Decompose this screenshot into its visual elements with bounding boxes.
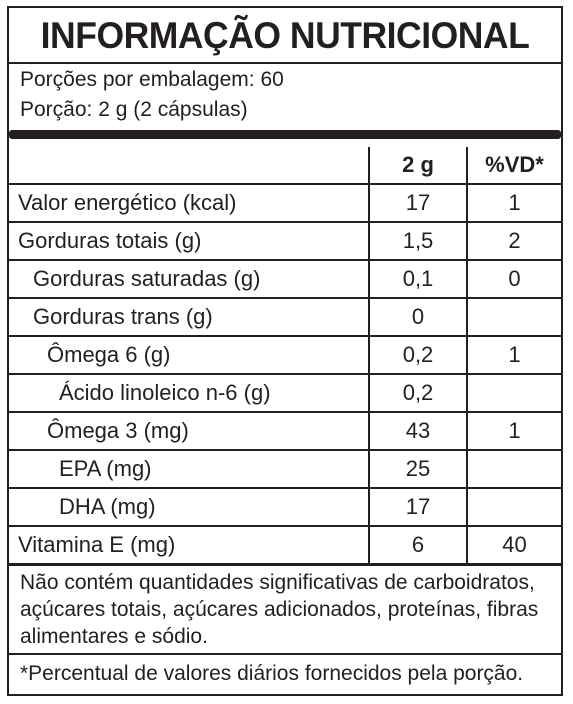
nutrient-amount: 0,2 (368, 374, 467, 413)
nutrient-name: Gorduras totais (g) (9, 222, 369, 261)
table-row: Ômega 3 (mg) 43 1 (9, 412, 561, 451)
nutrient-daily-value: 2 (466, 222, 561, 261)
nutrient-daily-value: 1 (466, 412, 561, 451)
nutrient-amount: 1,5 (368, 222, 467, 261)
nutrient-amount: 43 (368, 412, 467, 451)
nutrient-amount: 0,2 (368, 336, 467, 375)
nutrient-name: Vitamina E (mg) (9, 526, 369, 566)
label-title: INFORMAÇÃO NUTRICIONAL (40, 15, 530, 56)
table-header-row: 2 g %VD* (9, 147, 561, 185)
header-amount: 2 g (368, 147, 467, 185)
table-row: EPA (mg) 25 (9, 450, 561, 489)
nutrient-amount: 17 (368, 184, 467, 223)
nutrient-name: Gorduras saturadas (g) (9, 260, 369, 299)
nutrient-name: Ácido linoleico n-6 (g) (9, 374, 369, 413)
thick-divider (9, 130, 561, 139)
nutrient-daily-value (466, 488, 561, 527)
table-row: Ômega 6 (g) 0,2 1 (9, 336, 561, 375)
nutrient-name: DHA (mg) (9, 488, 369, 527)
serving-size: Porção: 2 g (2 cápsulas) (20, 98, 248, 121)
nutrient-amount: 6 (368, 526, 467, 566)
nutrient-amount: 25 (368, 450, 467, 489)
table-row: Vitamina E (mg) 6 40 (9, 526, 561, 566)
table-row: Ácido linoleico n-6 (g) 0,2 (9, 374, 561, 413)
daily-value-footnote: *Percentual de valores diários fornecido… (20, 662, 524, 685)
table-row: Gorduras totais (g) 1,5 2 (9, 222, 561, 261)
table-row: Gorduras trans (g) 0 (9, 298, 561, 337)
nutrient-name: Ômega 6 (g) (9, 336, 369, 375)
nutrition-facts-label: INFORMAÇÃO NUTRICIONAL Porções por embal… (7, 6, 563, 696)
nutrient-daily-value: 0 (466, 260, 561, 299)
nutrient-name: EPA (mg) (9, 450, 369, 489)
nutrient-daily-value: 40 (466, 526, 561, 566)
footnote-divider (9, 653, 561, 655)
table-row: Valor energético (kcal) 17 1 (9, 184, 561, 223)
title-divider (9, 62, 561, 64)
nutrient-amount: 0 (368, 298, 467, 337)
nutrient-amount: 0,1 (368, 260, 467, 299)
nutrient-daily-value (466, 374, 561, 413)
nutrient-daily-value: 1 (466, 336, 561, 375)
nutrient-amount: 17 (368, 488, 467, 527)
nutrient-daily-value (466, 298, 561, 337)
table-row: Gorduras saturadas (g) 0,1 0 (9, 260, 561, 299)
table-row: DHA (mg) 17 (9, 488, 561, 527)
nutrient-daily-value (466, 450, 561, 489)
nutrient-name: Ômega 3 (mg) (9, 412, 369, 451)
header-nutrient (9, 147, 369, 185)
nutrition-table: 2 g %VD* Valor energético (kcal) 17 1 Gordu… (9, 147, 561, 566)
header-daily-value: %VD* (466, 147, 561, 185)
nutrient-daily-value: 1 (466, 184, 561, 223)
nutrient-name: Valor energético (kcal) (9, 184, 369, 223)
not-significant-note: Não contém quantidades significativas de… (20, 571, 539, 648)
nutrient-name: Gorduras trans (g) (9, 298, 369, 337)
servings-per-package: Porções por embalagem: 60 (20, 68, 284, 91)
